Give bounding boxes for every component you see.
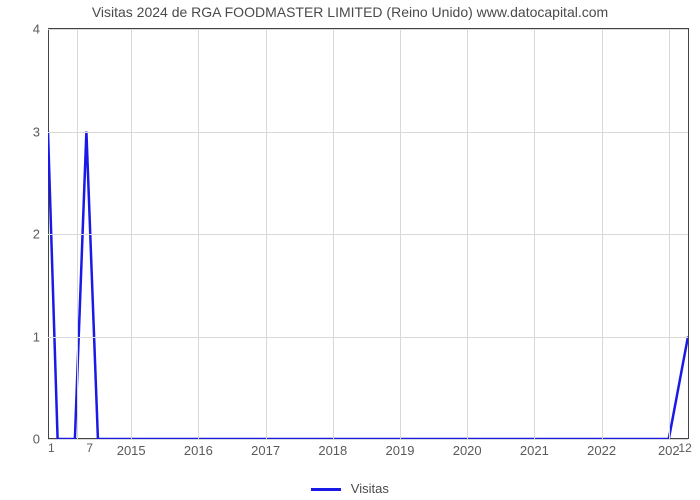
x-tick-label: 2015 — [117, 439, 146, 458]
x-tick-label: 2016 — [184, 439, 213, 458]
y-tick-label: 0 — [0, 432, 48, 447]
y-tick-label: 3 — [0, 124, 48, 139]
grid-horizontal — [48, 132, 688, 133]
chart-container: Visitas 2024 de RGA FOODMASTER LIMITED (… — [0, 0, 700, 500]
x-tick-label: 2022 — [587, 439, 616, 458]
series-line — [48, 132, 688, 440]
x-minor-label: 1 — [48, 439, 55, 455]
y-tick-label: 4 — [0, 22, 48, 37]
x-tick-label: 202 — [658, 439, 680, 458]
grid-horizontal — [48, 234, 688, 235]
x-tick-label: 2018 — [318, 439, 347, 458]
x-minor-label: 7 — [86, 439, 93, 455]
x-minor-label: 12 — [678, 439, 691, 455]
y-tick-label: 2 — [0, 227, 48, 242]
x-tick-label: 2019 — [386, 439, 415, 458]
y-tick-label: 1 — [0, 329, 48, 344]
grid-horizontal — [48, 29, 688, 30]
legend: Visitas — [0, 481, 700, 496]
grid-horizontal — [48, 337, 688, 338]
plot-area: 0123420152016201720182019202020212022202… — [48, 28, 689, 439]
x-tick-label: 2020 — [453, 439, 482, 458]
x-tick-label: 2017 — [251, 439, 280, 458]
legend-swatch — [311, 488, 341, 491]
chart-title: Visitas 2024 de RGA FOODMASTER LIMITED (… — [0, 4, 700, 20]
x-tick-label: 2021 — [520, 439, 549, 458]
legend-label: Visitas — [351, 481, 389, 496]
